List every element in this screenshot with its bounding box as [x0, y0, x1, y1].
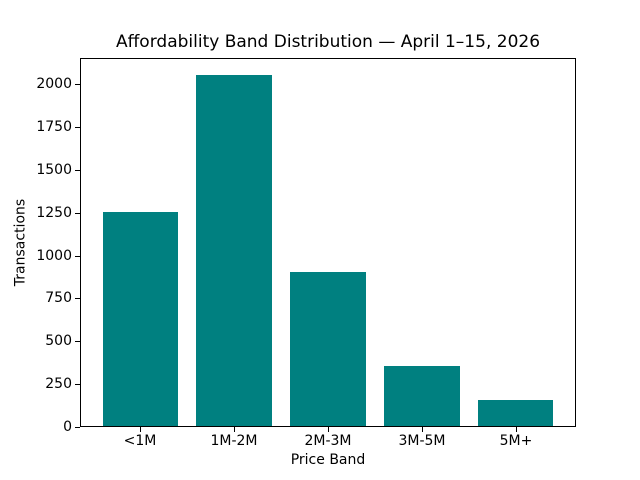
bar-<1M	[102, 212, 178, 426]
y-tick-label: 1250	[36, 205, 72, 221]
x-tick-label: 3M-5M	[398, 433, 446, 449]
y-tick-label: 500	[45, 333, 72, 349]
y-tick-mark	[75, 298, 80, 299]
y-tick-label: 1500	[36, 162, 72, 178]
x-axis-label: Price Band	[290, 452, 366, 468]
y-tick-mark	[75, 256, 80, 257]
bar-2M-3M	[290, 272, 366, 426]
x-tick-label: 5M+	[499, 433, 533, 449]
y-tick-mark	[75, 84, 80, 85]
x-tick-label: 1M-2M	[210, 433, 258, 449]
x-tick-mark	[234, 427, 235, 432]
y-tick-mark	[75, 213, 80, 214]
y-tick-label: 0	[63, 419, 72, 435]
x-tick-label: 2M-3M	[304, 433, 352, 449]
y-tick-mark	[75, 341, 80, 342]
x-tick-mark	[140, 427, 141, 432]
y-axis-label: Transactions	[12, 198, 29, 287]
y-tick-mark	[75, 170, 80, 171]
y-tick-label: 750	[45, 290, 72, 306]
y-tick-label: 2000	[36, 76, 72, 92]
bar-1M-2M	[196, 75, 272, 426]
y-tick-mark	[75, 427, 80, 428]
bar-3M-5M	[384, 366, 460, 426]
x-tick-mark	[516, 427, 517, 432]
x-tick-mark	[422, 427, 423, 432]
x-tick-label: <1M	[123, 433, 157, 449]
y-tick-mark	[75, 384, 80, 385]
y-tick-label: 250	[45, 376, 72, 392]
bar-5M+	[478, 400, 554, 426]
y-tick-label: 1750	[36, 119, 72, 135]
chart-title: Affordability Band Distribution — April …	[115, 32, 541, 52]
plot-area	[80, 58, 576, 427]
x-tick-mark	[328, 427, 329, 432]
y-tick-label: 1000	[36, 248, 72, 264]
y-tick-mark	[75, 127, 80, 128]
